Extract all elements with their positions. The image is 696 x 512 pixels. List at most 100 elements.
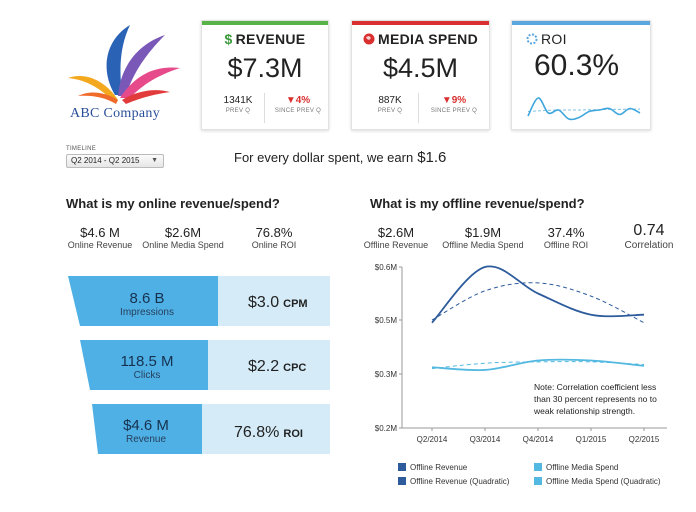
offline-media-value: $1.9M	[464, 225, 502, 240]
offline-roi-value: 37.4%	[547, 225, 585, 240]
funnel-row-bg	[194, 404, 330, 454]
online-metric: $4.6 M Online Revenue	[60, 225, 140, 250]
online-metric: $2.6M Online Media Spend	[138, 225, 228, 250]
funnel-cpm: $3.0 CPM	[248, 294, 308, 312]
impressions-label: Impressions	[120, 307, 174, 318]
funnel-trapezoid	[92, 404, 202, 454]
media-title: MEDIA SPEND	[377, 31, 478, 47]
online-heading: What is my online revenue/spend?	[66, 196, 280, 211]
funnel-roi: 76.8% ROI	[234, 424, 303, 442]
spinner-icon	[526, 31, 538, 47]
media-accent-bar	[352, 21, 489, 25]
legend-label: Offline Revenue (Quadratic)	[410, 477, 510, 486]
offline-heading: What is my offline revenue/spend?	[370, 196, 585, 211]
online-metric: 76.8% Online ROI	[236, 225, 312, 250]
company-name: ABC Company	[70, 106, 161, 121]
x-tick-label: Q3/2014	[470, 435, 501, 444]
correlation-note: Note: Correlation coefficient less than …	[534, 382, 657, 416]
revenue-title: REVENUE	[235, 31, 306, 47]
offline-media-label: Offline Media Spend	[442, 240, 524, 250]
clicks-label: Clicks	[133, 370, 161, 381]
funnel-revenue-value: $4.6 M	[123, 417, 169, 434]
divider	[264, 93, 265, 123]
y-tick-label: $0.5M	[375, 316, 398, 325]
chevron-down-icon: ▼	[151, 157, 158, 164]
roi-card[interactable]: ROI 60.3%	[511, 20, 651, 130]
correlation-value: 0.74	[633, 222, 665, 239]
media-prev-value: 887K	[378, 95, 402, 106]
offline-roi-label: Offline ROI	[543, 240, 589, 250]
funnel-cpc: $2.2 CPC	[248, 358, 306, 376]
media-change-label: SINCE PREV Q	[430, 108, 478, 114]
correlation-label: Correlation	[624, 240, 674, 251]
revenue-accent-bar	[202, 21, 328, 25]
online-media-label: Online Media Spend	[142, 240, 224, 250]
media-change: ▼9% SINCE PREV Q	[424, 95, 484, 114]
media-change-value: ▼9%	[441, 95, 467, 106]
online-revenue-label: Online Revenue	[67, 240, 133, 250]
funnel-trapezoid	[80, 340, 208, 390]
roi-sparkline	[527, 97, 641, 121]
revenue-change-value: ▼4%	[285, 95, 311, 106]
y-tick-label: $0.6M	[375, 263, 398, 272]
revenue-prev-value: 1341K	[223, 95, 253, 106]
revenue-prev-label: PREV Q	[225, 108, 251, 114]
cpm-value: $3.0	[248, 294, 280, 311]
funnel-row-bg	[208, 276, 330, 326]
legend-swatch	[534, 463, 542, 471]
offline-media-quadratic-line	[431, 361, 645, 370]
media-spend-card[interactable]: MEDIA SPEND $4.5M 887K PREV Q ▼9% SINCE …	[351, 20, 490, 130]
funnel-graphic	[68, 276, 330, 454]
funnel-revenue-label: Revenue	[125, 434, 167, 445]
media-prev: 887K PREV Q	[368, 95, 412, 114]
media-prev-label: PREV Q	[377, 108, 403, 114]
offline-line-chart: $0.6M $0.5M $0.3M $0.2M Q2/2014 Q3/2014 Q4/201…	[375, 263, 667, 444]
revenue-prev: 1341K PREV Q	[216, 95, 260, 114]
tagline-value: $1.6	[417, 149, 447, 166]
revenue-card[interactable]: $ REVENUE $7.3M 1341K PREV Q ▼4% SINCE PR…	[201, 20, 329, 130]
legend-label: Offline Revenue	[410, 463, 468, 472]
x-tick-label: Q1/2015	[576, 435, 607, 444]
timeline-selected-value: Q2 2014 - Q2 2015	[71, 156, 140, 165]
offline-media-line	[431, 358, 645, 372]
funnel-impressions: 8.6 B Impressions	[82, 290, 212, 318]
funnel-trapezoid	[68, 276, 218, 326]
cpm-unit: CPM	[283, 298, 308, 310]
offline-metric: $2.6M Offline Revenue	[362, 225, 430, 250]
tagline-text: For every dollar spent, we earn	[234, 150, 414, 165]
roi-trend-line	[527, 108, 641, 112]
x-tick-label: Q2/2015	[629, 435, 660, 444]
funnel-revenue: $4.6 M Revenue	[94, 417, 198, 445]
offline-revenue-line	[431, 265, 645, 324]
legend-label: Offline Media Spend	[546, 463, 619, 472]
cpc-unit: CPC	[283, 362, 307, 374]
media-value: $4.5M	[382, 53, 459, 83]
timeline-select[interactable]: Q2 2014 - Q2 2015 ▼	[66, 154, 164, 168]
revenue-value: $7.3M	[227, 53, 303, 83]
dollar-icon: $	[224, 31, 233, 47]
online-roi-value: 76.8%	[255, 225, 293, 240]
roi-value: 60.3%	[534, 49, 620, 82]
legend-item[interactable]: Offline Revenue (Quadratic)	[398, 477, 509, 486]
divider	[418, 93, 419, 123]
revenue-change: ▼4% SINCE PREV Q	[268, 95, 328, 114]
y-tick-label: $0.3M	[375, 370, 398, 379]
offline-metric: $1.9M Offline Media Spend	[438, 225, 528, 250]
logo-mark-icon	[68, 25, 180, 104]
legend-item[interactable]: Offline Media Spend	[534, 463, 618, 472]
legend-swatch	[534, 477, 542, 485]
roi-title: ROI	[541, 31, 567, 47]
x-tick-label: Q4/2014	[523, 435, 554, 444]
legend-item[interactable]: Offline Revenue	[398, 463, 467, 472]
online-revenue-value: $4.6 M	[80, 225, 120, 240]
online-media-value: $2.6M	[164, 225, 202, 240]
online-roi-label: Online ROI	[251, 240, 297, 250]
roi-line	[527, 97, 641, 121]
tagline: For every dollar spent, we earn $1.6	[234, 149, 446, 166]
company-logo: ABC Company	[60, 20, 190, 128]
roi-accent-bar	[512, 21, 650, 25]
legend-item[interactable]: Offline Media Spend (Quadratic)	[534, 477, 661, 486]
legend-swatch	[398, 463, 406, 471]
funnel-roi-value: 76.8%	[234, 424, 280, 441]
revenue-change-label: SINCE PREV Q	[274, 108, 322, 114]
